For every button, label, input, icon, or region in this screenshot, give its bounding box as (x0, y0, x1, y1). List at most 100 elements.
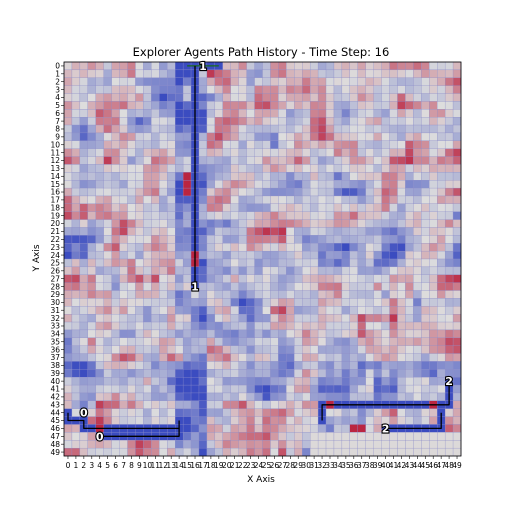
heatmap-cell (381, 124, 390, 134)
heatmap-cell (127, 172, 136, 181)
heatmap-cell (222, 117, 231, 126)
heatmap-cell (317, 274, 327, 283)
heatmap-cell (79, 156, 89, 165)
heatmap-cell (159, 243, 168, 252)
heatmap-cell (302, 250, 311, 260)
heatmap-cell (143, 172, 152, 181)
heatmap-cell (325, 203, 335, 212)
heatmap-cell (349, 250, 358, 260)
heatmap-cell (365, 258, 374, 268)
heatmap-cell (167, 447, 176, 457)
heatmap-cell (151, 298, 160, 307)
heatmap-cell (397, 235, 406, 244)
heatmap-cell (143, 321, 152, 331)
heatmap-cell (341, 345, 351, 354)
heatmap-cell (262, 164, 271, 173)
heatmap-cell (135, 243, 144, 252)
heatmap-cell (437, 132, 446, 141)
heatmap-cell (302, 93, 311, 102)
heatmap-cell (254, 416, 263, 425)
heatmap-cell (429, 93, 438, 102)
heatmap-cell (317, 432, 327, 441)
heatmap-cell (270, 353, 279, 362)
heatmap-cell (230, 274, 239, 283)
heatmap-cell (119, 109, 128, 118)
heatmap-cell (246, 337, 255, 346)
heatmap-cell (437, 124, 446, 134)
heatmap-cell (381, 109, 390, 118)
heatmap-cell (262, 298, 271, 307)
heatmap-cell (103, 337, 112, 346)
heatmap-cell (119, 377, 128, 386)
heatmap-cell (262, 274, 271, 283)
heatmap-cell (151, 447, 160, 457)
heatmap-cell (429, 377, 438, 386)
heatmap-cell (444, 314, 454, 323)
heatmap-cell (71, 85, 81, 94)
heatmap-cell (214, 424, 224, 433)
heatmap-cell (71, 132, 81, 141)
heatmap-cell (286, 235, 295, 244)
heatmap-cell (111, 392, 120, 402)
heatmap-cell (397, 353, 406, 362)
heatmap-cell (413, 148, 422, 157)
heatmap-cell (230, 61, 239, 71)
heatmap-cell (206, 384, 216, 394)
heatmap-cell (278, 132, 287, 141)
heatmap-cell (214, 219, 224, 228)
y-tick-label: 8 (55, 125, 60, 134)
heatmap-cell (389, 243, 398, 252)
heatmap-cell (167, 274, 176, 283)
heatmap-cell (238, 400, 247, 409)
heatmap-cell (421, 440, 430, 449)
heatmap-cell (230, 314, 239, 323)
heatmap-cell (119, 392, 128, 402)
heatmap-cell (309, 440, 319, 449)
heatmap-cell (103, 369, 112, 378)
heatmap-cell (182, 440, 192, 449)
heatmap-cell (143, 266, 152, 275)
heatmap-cell (238, 298, 247, 307)
heatmap-cell (175, 235, 184, 244)
heatmap-cell (278, 329, 287, 339)
heatmap-cell (71, 187, 81, 197)
heatmap-cell (63, 180, 73, 189)
heatmap-cell (397, 195, 406, 205)
heatmap-cell (182, 93, 192, 102)
heatmap-cell (175, 266, 184, 275)
heatmap-cell (254, 172, 263, 181)
heatmap-cell (167, 329, 176, 339)
heatmap-cell (79, 282, 89, 291)
heatmap-cell (79, 109, 89, 118)
heatmap-cell (246, 329, 255, 339)
heatmap-cell (175, 384, 184, 394)
heatmap-cell (246, 124, 255, 134)
x-tick-label: 21 (230, 461, 240, 470)
heatmap-cell (278, 432, 287, 441)
heatmap-cell (341, 432, 351, 441)
heatmap-cell (246, 148, 255, 157)
heatmap-cell (135, 235, 144, 244)
heatmap-cell (429, 156, 438, 165)
heatmap-cell (365, 447, 374, 457)
y-tick-label: 49 (50, 448, 60, 457)
heatmap-cell (309, 195, 319, 205)
heatmap-cell (151, 69, 160, 78)
heatmap-cell (405, 211, 414, 220)
heatmap-cell (238, 124, 247, 134)
heatmap-cell (413, 447, 422, 457)
heatmap-cell (444, 353, 454, 362)
heatmap-cell (79, 298, 89, 307)
heatmap-cell (444, 219, 454, 228)
heatmap-cell (71, 447, 81, 457)
heatmap-cell (286, 298, 295, 307)
heatmap-cell (429, 337, 438, 346)
y-tick-label: 47 (50, 432, 60, 441)
x-tick-label: 28 (286, 461, 296, 470)
heatmap-cell (167, 282, 176, 291)
heatmap-cell (262, 377, 271, 386)
heatmap-cell (270, 132, 279, 141)
heatmap-cell (103, 109, 112, 118)
heatmap-cell (357, 314, 366, 323)
x-tick-label: 0 (66, 461, 71, 470)
